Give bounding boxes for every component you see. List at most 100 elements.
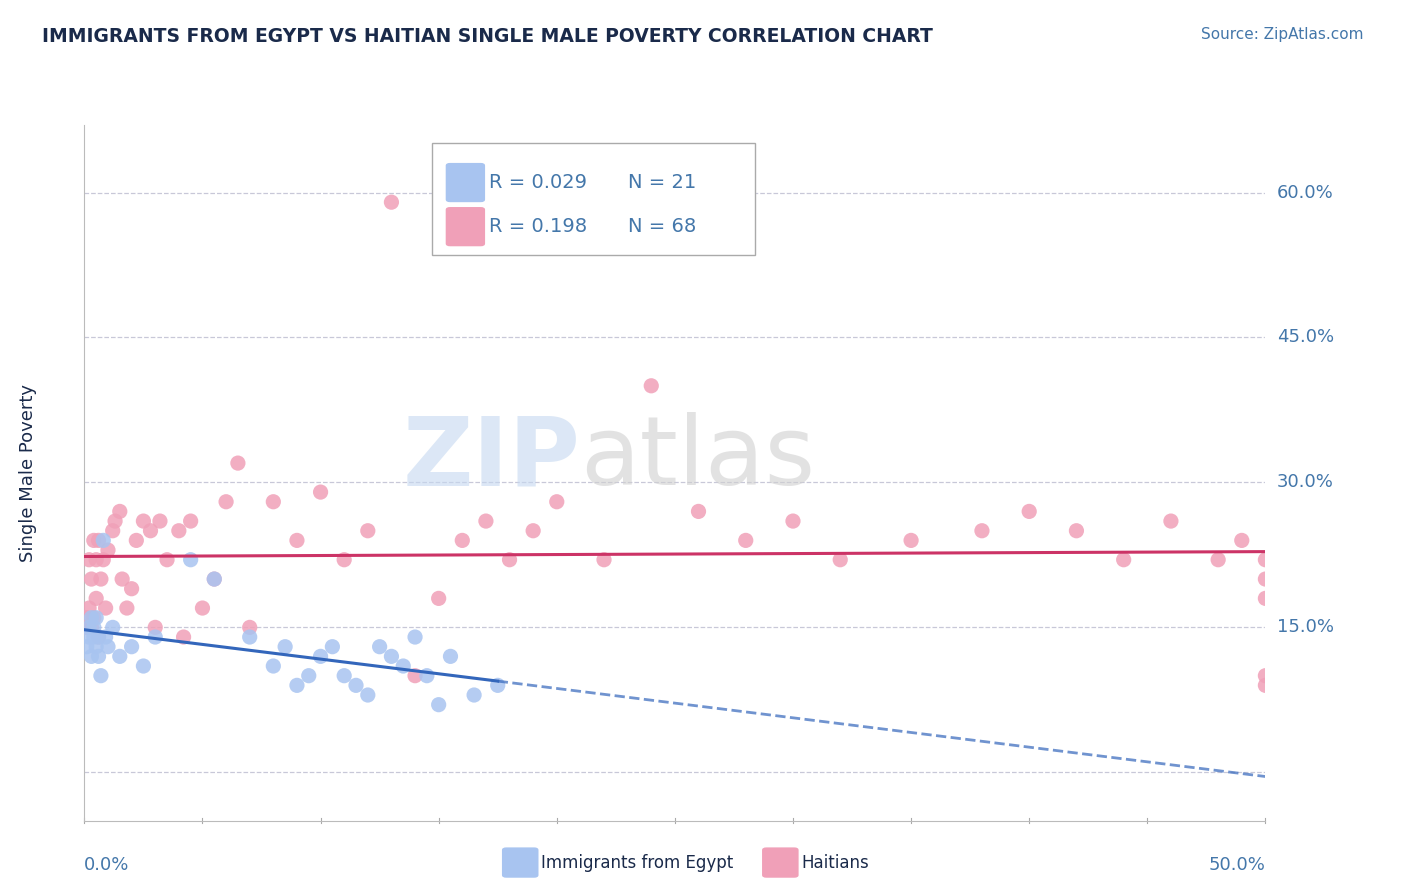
Text: Single Male Poverty: Single Male Poverty	[20, 384, 37, 562]
Point	[84, 640, 107, 654]
Point	[115, 601, 138, 615]
Point	[77, 601, 100, 615]
Text: 45.0%: 45.0%	[1277, 328, 1334, 346]
Point	[87, 630, 110, 644]
Point	[101, 524, 124, 538]
Point	[108, 504, 131, 518]
Point	[1230, 533, 1253, 548]
Point	[87, 533, 110, 548]
Text: Haitians: Haitians	[801, 854, 869, 871]
Point	[125, 533, 148, 548]
Point	[392, 659, 415, 673]
Point	[546, 494, 568, 508]
Point	[77, 630, 100, 644]
Point	[368, 640, 391, 654]
Point	[1254, 572, 1277, 586]
Point	[215, 494, 238, 508]
Point	[404, 630, 426, 644]
Point	[91, 552, 114, 567]
Text: IMMIGRANTS FROM EGYPT VS HAITIAN SINGLE MALE POVERTY CORRELATION CHART: IMMIGRANTS FROM EGYPT VS HAITIAN SINGLE …	[42, 27, 934, 45]
Point	[97, 640, 120, 654]
Point	[77, 552, 100, 567]
Point	[593, 552, 616, 567]
Point	[84, 591, 107, 606]
Point	[463, 688, 485, 702]
Point	[239, 630, 262, 644]
Point	[77, 620, 100, 634]
Point	[87, 630, 110, 644]
Point	[80, 572, 103, 586]
Point	[262, 659, 284, 673]
Point	[94, 630, 117, 644]
Point	[149, 514, 172, 528]
Text: Immigrants from Egypt: Immigrants from Egypt	[541, 854, 734, 871]
Point	[80, 611, 103, 625]
Point	[486, 678, 509, 692]
Point	[333, 669, 356, 683]
Point	[167, 524, 190, 538]
Point	[522, 524, 544, 538]
Text: 15.0%: 15.0%	[1277, 618, 1334, 636]
Point	[90, 669, 112, 683]
Point	[121, 582, 143, 596]
Point	[121, 640, 143, 654]
Point	[87, 649, 110, 664]
Text: 30.0%: 30.0%	[1277, 474, 1333, 491]
Point	[91, 533, 114, 548]
Point	[274, 640, 297, 654]
Point	[111, 572, 134, 586]
Point	[83, 611, 105, 625]
Point	[1254, 669, 1277, 683]
Point	[84, 611, 107, 625]
Text: 0.0%: 0.0%	[84, 856, 129, 874]
Point	[900, 533, 922, 548]
Point	[357, 688, 380, 702]
Point	[416, 669, 439, 683]
Point	[132, 659, 155, 673]
Point	[427, 591, 450, 606]
Point	[76, 611, 98, 625]
Text: 50.0%: 50.0%	[1209, 856, 1265, 874]
Point	[262, 494, 284, 508]
Text: N = 68: N = 68	[628, 217, 697, 236]
Point	[76, 640, 98, 654]
Point	[333, 552, 356, 567]
Point	[80, 649, 103, 664]
Point	[498, 552, 520, 567]
Point	[173, 630, 195, 644]
Point	[202, 572, 225, 586]
Point	[108, 649, 131, 664]
Point	[1018, 504, 1040, 518]
Point	[1254, 678, 1277, 692]
Point	[239, 620, 262, 634]
Point	[380, 649, 402, 664]
Point	[104, 514, 127, 528]
Point	[226, 456, 249, 470]
Point	[83, 620, 105, 634]
Point	[143, 630, 166, 644]
Point	[321, 640, 343, 654]
Point	[404, 669, 426, 683]
Point	[83, 630, 105, 644]
Point	[76, 620, 98, 634]
Point	[94, 601, 117, 615]
Text: R = 0.029: R = 0.029	[489, 173, 588, 192]
Point	[357, 524, 380, 538]
Point	[139, 524, 162, 538]
Point	[1254, 591, 1277, 606]
Point	[285, 678, 308, 692]
Point	[285, 533, 308, 548]
Text: Source: ZipAtlas.com: Source: ZipAtlas.com	[1201, 27, 1364, 42]
Point	[191, 601, 214, 615]
Point	[1112, 552, 1135, 567]
Point	[380, 195, 402, 210]
Text: 60.0%: 60.0%	[1277, 184, 1333, 202]
Point	[782, 514, 804, 528]
Point	[298, 669, 321, 683]
Point	[344, 678, 367, 692]
Text: ZIP: ZIP	[402, 412, 581, 506]
Text: N = 21: N = 21	[628, 173, 697, 192]
Point	[427, 698, 450, 712]
Point	[970, 524, 993, 538]
Point	[688, 504, 710, 518]
